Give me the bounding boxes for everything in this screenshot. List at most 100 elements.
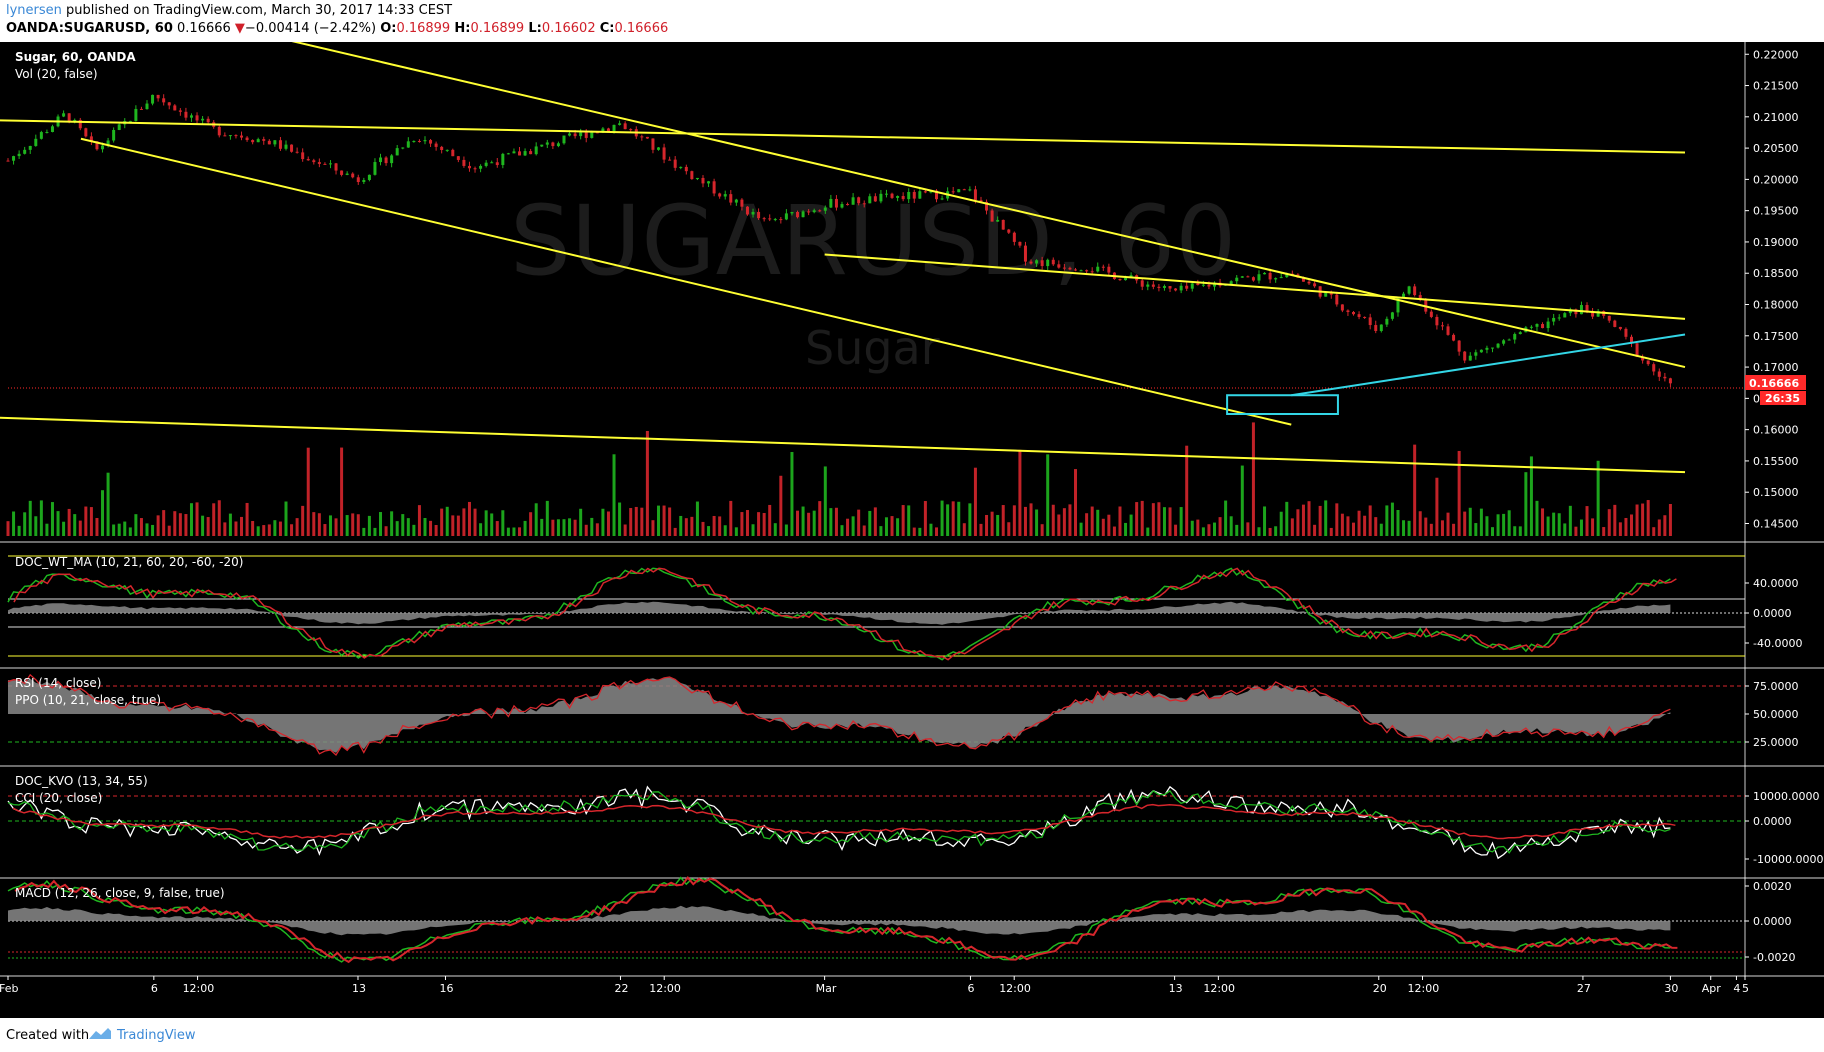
- change-value: −0.00414 (−2.42%): [244, 21, 377, 36]
- volume-bar: [1201, 527, 1205, 536]
- candle-body: [1646, 360, 1650, 365]
- volume-bar: [1324, 500, 1328, 536]
- candle-body: [529, 151, 533, 155]
- volume-bar: [1074, 469, 1078, 536]
- candle-body: [1457, 340, 1461, 352]
- volume-bar: [1124, 522, 1128, 536]
- candle-body: [384, 157, 388, 164]
- candle-body: [390, 155, 394, 164]
- volume-bar: [1135, 502, 1139, 536]
- volume-bar: [1240, 465, 1244, 536]
- volume-bar: [39, 500, 43, 536]
- time-tick-label: 20: [1373, 982, 1387, 995]
- price-tick-label: 0.20500: [1753, 142, 1799, 155]
- candle-body: [673, 159, 677, 168]
- candle-body: [1018, 241, 1022, 246]
- candle-body: [523, 151, 527, 156]
- candle-body: [551, 142, 555, 147]
- volume-bar: [1057, 514, 1061, 536]
- volume-bar: [1290, 518, 1294, 536]
- candle-body: [1574, 309, 1578, 315]
- candle-body: [1051, 259, 1055, 265]
- trendline[interactable]: [824, 253, 1686, 320]
- candle-body: [440, 146, 444, 150]
- time-tick-label: 12:00: [1203, 982, 1235, 995]
- pane-tick-label: 0.0000: [1753, 607, 1792, 620]
- open-label: O:: [380, 21, 397, 36]
- volume-bar: [1363, 515, 1367, 536]
- volume-bar: [1257, 527, 1261, 536]
- volume-bar: [1118, 506, 1122, 536]
- author-link[interactable]: lynersen: [6, 3, 62, 18]
- trendline[interactable]: [0, 119, 1686, 154]
- volume-bar: [451, 515, 455, 536]
- candle-body: [562, 135, 566, 144]
- pane-tick-label: 75.0000: [1753, 680, 1799, 693]
- projection-line[interactable]: [1291, 333, 1686, 397]
- cci-label: CCI (20, close): [15, 791, 102, 805]
- volume-bar: [195, 502, 199, 536]
- candle-body: [501, 153, 505, 166]
- candle-body: [89, 136, 93, 142]
- candle-body: [801, 211, 805, 218]
- candle-body: [884, 193, 888, 195]
- candle-body: [23, 149, 27, 154]
- trendline[interactable]: [0, 416, 1686, 474]
- price-tick-label: 0.22000: [1753, 48, 1799, 61]
- volume-bar: [356, 514, 360, 536]
- candle-body: [1007, 229, 1011, 233]
- volume-bar: [1023, 506, 1027, 536]
- candle-body: [1541, 324, 1545, 329]
- candle-body: [167, 102, 171, 106]
- candle-body: [1613, 320, 1617, 327]
- volume-bar: [1435, 477, 1439, 536]
- candle-body: [907, 191, 911, 200]
- volume-bar: [1524, 472, 1528, 536]
- volume-bar: [1591, 518, 1595, 536]
- volume-bar: [56, 511, 60, 536]
- candle-body: [868, 196, 872, 204]
- candle-body: [1096, 266, 1100, 272]
- candle-body: [434, 143, 438, 147]
- candle-body: [1363, 316, 1367, 318]
- volume-label: Vol (20, false): [15, 67, 98, 81]
- volume-bar: [423, 517, 427, 536]
- volume-bar: [301, 505, 305, 536]
- candle-body: [846, 204, 850, 206]
- symbol-label: OANDA:SUGARUSD, 60: [6, 21, 173, 36]
- candle-body: [784, 213, 788, 220]
- volume-bar: [879, 526, 883, 536]
- candle-body: [429, 140, 433, 144]
- volume-bar: [651, 520, 655, 536]
- volume-bar: [434, 525, 438, 536]
- candle-body: [1596, 311, 1600, 317]
- candle-body: [1279, 277, 1283, 279]
- volume-bar: [50, 502, 54, 536]
- time-tick-label: 12:00: [999, 982, 1031, 995]
- volume-bar: [184, 514, 188, 536]
- candle-body: [1374, 325, 1378, 331]
- macd-histogram: [8, 905, 1671, 936]
- volume-bar: [1579, 519, 1583, 536]
- target-box[interactable]: [1226, 394, 1339, 416]
- trendline[interactable]: [80, 137, 1292, 426]
- trendline[interactable]: [241, 42, 1686, 369]
- volume-bar: [1340, 513, 1344, 536]
- chart-canvas[interactable]: SUGARUSD, 60 Sugar 0.22000 0.21500 0.21000…: [0, 42, 1824, 1018]
- tradingview-link[interactable]: TradingView: [117, 1028, 196, 1043]
- candle-body: [1379, 324, 1383, 331]
- candle-body: [240, 135, 244, 138]
- candle-body: [1629, 336, 1633, 344]
- volume-bar: [95, 517, 99, 536]
- candle-body: [290, 144, 294, 152]
- candle-body: [823, 207, 827, 211]
- pane-tick-label: -10000.0000: [1753, 853, 1823, 866]
- price-tick-label: 0.21500: [1753, 80, 1799, 93]
- candle-body: [112, 129, 116, 141]
- volume-bar: [1368, 505, 1372, 536]
- volume-bar: [935, 527, 939, 536]
- wt-slow-line: [13, 567, 1677, 661]
- volume-bar: [1274, 526, 1278, 536]
- candle-body: [695, 177, 699, 180]
- volume-bar: [1568, 505, 1572, 536]
